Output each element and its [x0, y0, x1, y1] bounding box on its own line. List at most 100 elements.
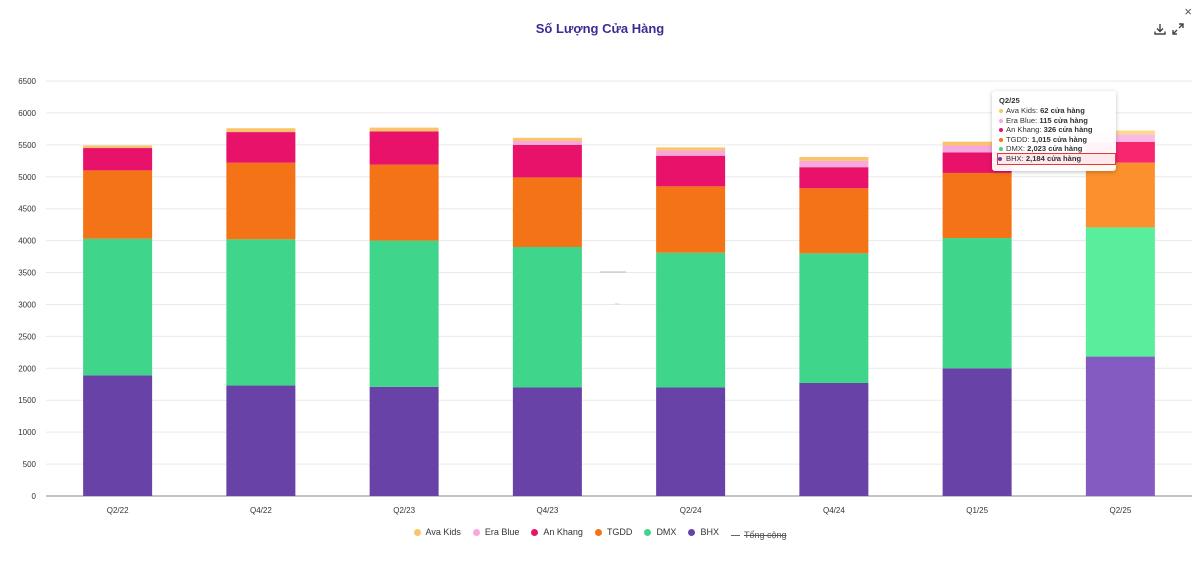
tooltip-series-name: Era Blue	[1006, 115, 1036, 125]
legend-item-era-blue[interactable]: Era Blue	[472, 527, 520, 537]
legend-dot-icon	[413, 528, 421, 536]
tooltip-row: An Khang: 326 cửa hàng	[999, 125, 1111, 135]
bar-bhx	[512, 387, 582, 496]
tooltip-category: Q2/25	[999, 96, 1020, 105]
x-tick-label: Q4/24	[823, 506, 845, 515]
y-tick-label: 5000	[18, 173, 36, 182]
expand-button[interactable]	[1171, 22, 1185, 36]
legend-label: Era Blue	[484, 527, 520, 537]
tooltip-series-value: 115 cửa hàng	[1039, 115, 1088, 125]
bar-dmx	[369, 240, 439, 387]
bar-tgdd	[799, 188, 869, 254]
y-tick-label: 2500	[18, 332, 36, 341]
bar-dmx	[656, 252, 726, 388]
bar-tgdd	[226, 162, 296, 240]
bar-an-khang	[226, 132, 296, 163]
x-tick-label: Q2/22	[107, 506, 129, 515]
bar-bhx	[942, 368, 1012, 496]
tooltip-row: Era Blue: 115 cửa hàng	[999, 116, 1111, 126]
bar-tgdd	[1085, 162, 1155, 228]
tooltip-dot-icon	[999, 137, 1003, 142]
tooltip-dot-icon	[999, 147, 1003, 152]
legend-dot-icon	[644, 528, 652, 536]
tooltip-series-name: DMX	[1006, 144, 1023, 154]
chart-legend: Ava Kids Era Blue An Khang TGDD DMX BHX Tổng c…	[0, 527, 1200, 540]
y-tick-label: 1000	[18, 428, 36, 437]
legend-label: An Khang	[543, 527, 583, 537]
bar-tgdd	[656, 186, 726, 253]
tooltip-series-value: 2,184 cửa hàng	[1025, 153, 1082, 163]
tooltip-series-name: An Khang	[1006, 125, 1040, 135]
bar-dmx	[799, 253, 869, 383]
tooltip-row: DMX: 2,023 cửa hàng	[999, 144, 1111, 154]
y-tick-label: 5500	[18, 141, 36, 150]
bar-ava-kids	[512, 137, 582, 142]
tooltip-dot-icon	[998, 156, 1002, 161]
bar-era-blue	[799, 160, 869, 168]
tooltip-series-name: BHX	[1006, 153, 1022, 163]
legend-label: TGDD	[606, 527, 633, 537]
x-tick-label: Q1/25	[966, 506, 988, 515]
download-button[interactable]	[1153, 22, 1167, 36]
bar-era-blue	[512, 141, 582, 145]
bar-an-khang	[83, 148, 153, 171]
x-tick-label: Q2/24	[680, 506, 702, 515]
tooltip-series-value: 1,015 cửa hàng	[1031, 134, 1088, 144]
x-tick-label: Q4/23	[536, 506, 558, 515]
tooltip-series-value: 2,023 cửa hàng	[1027, 144, 1083, 154]
y-tick-label: 1500	[18, 396, 36, 405]
bar-bhx	[799, 382, 869, 496]
legend-dot-icon	[472, 528, 480, 536]
bar-bhx	[226, 385, 296, 496]
legend-item-tổng-cộng[interactable]: Tổng cộng	[730, 530, 787, 540]
x-tick-label: Q4/22	[250, 506, 272, 515]
bar-dmx	[83, 238, 153, 376]
close-button[interactable]: ×	[1184, 4, 1192, 19]
legend-item-an-khang[interactable]: An Khang	[531, 527, 583, 537]
chart-tooltip: Q2/25 Ava Kids: 62 cửa hàng Era Blue: 115…	[992, 91, 1116, 171]
bar-ava-kids	[369, 127, 439, 132]
legend-line-icon	[730, 534, 740, 536]
legend-item-tgdd[interactable]: TGDD	[594, 527, 633, 537]
legend-item-bhx[interactable]: BHX	[688, 527, 719, 537]
bar-an-khang	[799, 167, 869, 189]
tooltip-dot-icon	[999, 109, 1003, 113]
tooltip-row: BHX: 2,184 cửa hàng	[997, 153, 1116, 165]
tooltip-row: Ava Kids: 62 cửa hàng	[999, 106, 1111, 116]
x-tick-label: Q2/23	[393, 506, 415, 515]
tooltip-series-name: TGDD	[1006, 134, 1028, 144]
bar-ava-kids	[226, 128, 296, 133]
bar-era-blue	[656, 150, 726, 156]
bar-tgdd	[83, 170, 153, 239]
tooltip-dot-icon	[999, 128, 1003, 133]
bar-an-khang	[512, 144, 582, 178]
bar-ava-kids	[656, 147, 726, 151]
y-tick-label: 0	[32, 492, 37, 501]
bar-bhx	[369, 386, 439, 496]
legend-item-ava-kids[interactable]: Ava Kids	[413, 527, 461, 537]
bar-ava-kids	[799, 156, 869, 161]
bar-era-blue	[1085, 134, 1155, 142]
bar-tgdd	[512, 177, 582, 247]
legend-item-dmx[interactable]: DMX	[644, 527, 676, 537]
chart-title: Số Lượng Cửa Hàng	[535, 21, 665, 36]
bar-ava-kids	[942, 141, 1012, 146]
bar-dmx	[1085, 227, 1155, 357]
tooltip-row: TGDD: 1,015 cửa hàng	[999, 135, 1111, 145]
legend-label: BHX	[700, 527, 719, 537]
bar-bhx	[656, 387, 726, 496]
tooltip-dot-icon	[999, 118, 1003, 123]
bar-bhx	[1085, 356, 1155, 496]
tooltip-series-value: 326 cửa hàng	[1043, 125, 1093, 135]
bar-ava-kids	[83, 145, 153, 149]
y-tick-label: 2000	[18, 364, 36, 373]
download-icon	[1154, 24, 1166, 35]
x-tick-label: Q2/25	[1109, 506, 1131, 515]
bar-era-blue	[942, 145, 1012, 153]
y-tick-label: 3500	[18, 269, 36, 278]
y-tick-label: 3000	[18, 300, 36, 309]
bar-ava-kids	[1085, 130, 1155, 135]
legend-label: Tổng cộng	[743, 530, 787, 540]
bar-tgdd	[369, 164, 439, 241]
